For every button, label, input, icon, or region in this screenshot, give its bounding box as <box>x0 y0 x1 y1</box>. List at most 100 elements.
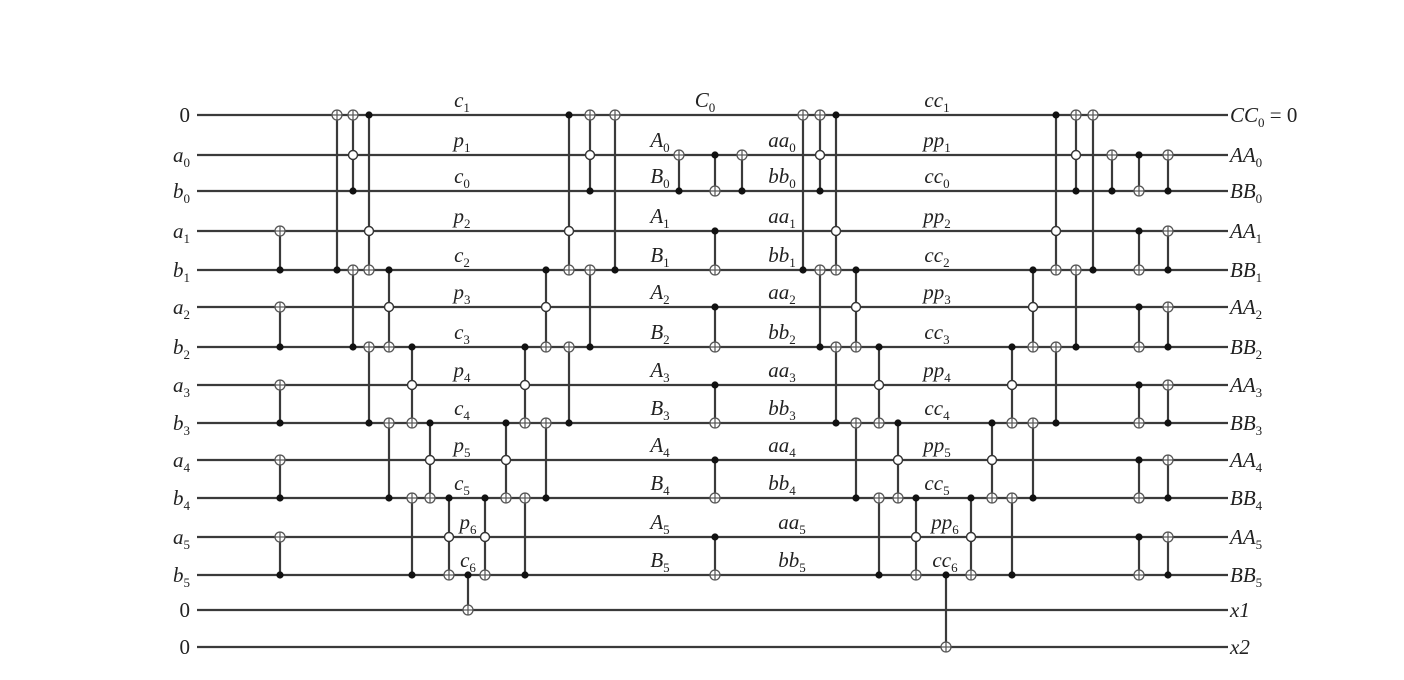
stage-label: A3 <box>648 358 669 385</box>
stage-label: bb0 <box>768 164 796 191</box>
xor-target-icon <box>850 341 862 353</box>
stage-label: A1 <box>648 204 669 231</box>
stage-label: aa0 <box>768 128 796 155</box>
label-subscript: 4 <box>789 483 796 498</box>
control-dot-icon <box>481 494 489 502</box>
xor-target-icon <box>363 341 375 353</box>
label-subscript: 2 <box>663 292 670 307</box>
control-dot-icon <box>333 266 341 274</box>
stage-label: B1 <box>650 243 669 270</box>
label-subscript: 1 <box>1256 231 1263 246</box>
output-label: BB3 <box>1230 411 1262 438</box>
open-control-icon <box>424 454 436 466</box>
label-subscript: 3 <box>1256 385 1263 400</box>
label-base: BB <box>1230 486 1256 510</box>
xor-target-icon <box>1162 225 1174 237</box>
xor-target-icon <box>584 264 596 276</box>
label-base: AA <box>1228 295 1256 319</box>
label-subscript: 2 <box>1256 347 1263 362</box>
xor-target-icon <box>814 264 826 276</box>
label-base: bb <box>768 164 789 188</box>
label-subscript: 4 <box>789 445 796 460</box>
label-base: b <box>173 411 184 435</box>
xor-target-icon <box>406 492 418 504</box>
control-dot-icon <box>738 187 746 195</box>
stage-label: aa3 <box>768 358 796 385</box>
xor-target-icon <box>709 264 721 276</box>
control-dot-icon <box>1008 571 1016 579</box>
stage-label: pp2 <box>921 204 951 231</box>
control-dot-icon <box>711 533 719 541</box>
stage-label: c4 <box>454 396 470 423</box>
stage-label: cc3 <box>924 320 949 347</box>
label-subscript: 4 <box>463 408 470 423</box>
control-dot-icon <box>365 419 373 427</box>
xor-target-icon <box>1006 417 1018 429</box>
control-dot-icon <box>1164 419 1172 427</box>
xor-target-icon <box>274 379 286 391</box>
label-base: cc <box>924 471 943 495</box>
xor-target-icon <box>563 264 575 276</box>
xor-target-icon <box>406 417 418 429</box>
label-base: C <box>695 88 710 112</box>
input-label: a1 <box>173 219 190 246</box>
stage-label: aa4 <box>768 433 796 460</box>
label-base: bb <box>768 243 789 267</box>
control-dot-icon <box>542 266 550 274</box>
control-dot-icon <box>276 266 284 274</box>
stage-label: p2 <box>452 204 471 231</box>
control-dot-icon <box>464 571 472 579</box>
control-dot-icon <box>942 571 950 579</box>
input-label: b1 <box>173 258 190 285</box>
label-subscript: 0 <box>184 155 191 170</box>
control-dot-icon <box>852 266 860 274</box>
label-subscript: 6 <box>952 522 959 537</box>
xor-target-icon <box>462 604 474 616</box>
stage-label: B3 <box>650 396 669 423</box>
label-subscript: 1 <box>184 231 191 246</box>
control-dot-icon <box>1135 456 1143 464</box>
xor-target-icon <box>274 225 286 237</box>
stage-label: B0 <box>650 164 669 191</box>
label-subscript: 4 <box>663 483 670 498</box>
label-subscript: 5 <box>463 483 470 498</box>
control-dot-icon <box>1135 533 1143 541</box>
input-label: 0 <box>180 103 191 127</box>
xor-target-icon <box>584 109 596 121</box>
control-dot-icon <box>675 187 683 195</box>
label-base: aa <box>778 510 799 534</box>
label-base: c <box>454 243 464 267</box>
xor-target-icon <box>383 417 395 429</box>
open-control-icon <box>1027 301 1039 313</box>
label-base: a <box>173 143 184 167</box>
stage-label: pp1 <box>921 128 951 155</box>
xor-target-icon <box>1133 264 1145 276</box>
label-base: a <box>173 448 184 472</box>
control-dot-icon <box>542 494 550 502</box>
label-subscript: 6 <box>469 560 476 575</box>
label-subscript: 1 <box>789 216 796 231</box>
stage-label: B2 <box>650 320 669 347</box>
label-subscript: 5 <box>184 575 191 590</box>
xor-target-icon <box>673 149 685 161</box>
label-base: cc <box>932 548 951 572</box>
output-label: x2 <box>1229 635 1250 659</box>
label-subscript: 3 <box>789 370 796 385</box>
control-dot-icon <box>1072 187 1080 195</box>
xor-target-icon <box>1133 417 1145 429</box>
output-label: AA0 <box>1228 143 1262 170</box>
label-base: A <box>648 204 663 228</box>
stage-label: cc4 <box>924 396 950 423</box>
label-suffix: = 0 <box>1265 103 1298 127</box>
xor-target-icon <box>830 264 842 276</box>
label-subscript: 0 <box>1256 191 1263 206</box>
gate-connectors <box>278 115 1170 647</box>
label-subscript: 1 <box>944 140 951 155</box>
stage-label: pp4 <box>921 358 951 385</box>
label-base: a <box>173 373 184 397</box>
stage-label: A0 <box>648 128 669 155</box>
label-subscript: 4 <box>944 370 951 385</box>
output-label: AA2 <box>1228 295 1262 322</box>
label-subscript: 1 <box>184 270 191 285</box>
